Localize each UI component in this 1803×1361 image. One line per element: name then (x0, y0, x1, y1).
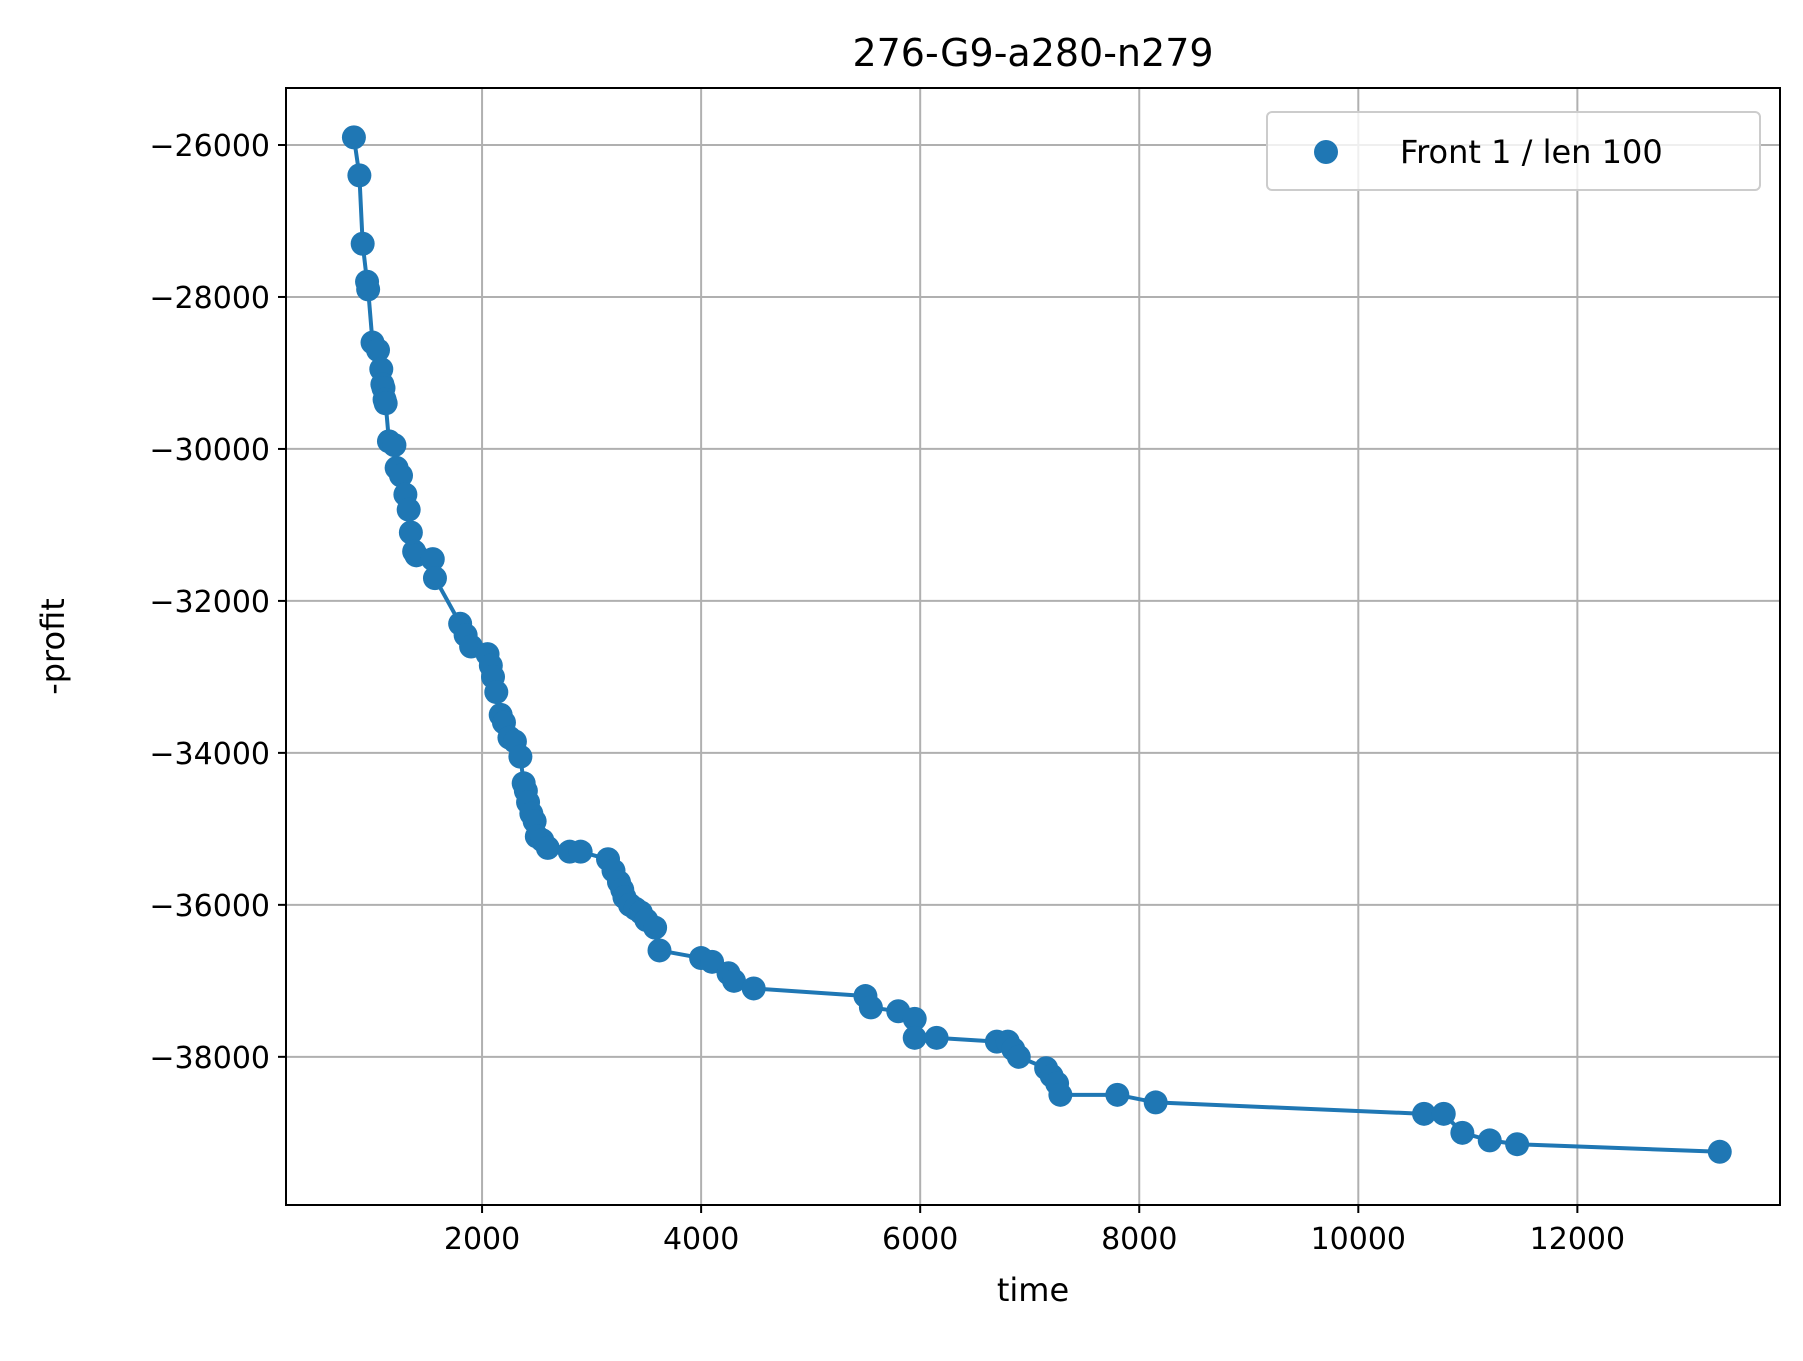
y-tick-label: −32000 (149, 585, 270, 620)
x-tick-label: 10000 (1311, 1222, 1406, 1257)
series-layer (341, 125, 1732, 1164)
y-tick-label: −28000 (149, 281, 270, 316)
data-point (1450, 1120, 1475, 1145)
data-point (484, 680, 509, 705)
x-tick-label: 8000 (1101, 1222, 1177, 1257)
y-tick-label: −36000 (149, 889, 270, 924)
data-point (373, 391, 398, 416)
data-point (858, 995, 883, 1020)
data-point (1707, 1139, 1732, 1164)
data-point (647, 938, 672, 963)
data-point (741, 976, 766, 1001)
legend-marker (1314, 140, 1338, 164)
data-point (420, 547, 445, 572)
y-tick-label: −26000 (149, 129, 270, 164)
y-tick-label: −30000 (149, 433, 270, 468)
legend: Front 1 / len 100 (1266, 111, 1761, 191)
data-point (347, 163, 372, 188)
x-tick-label: 6000 (882, 1222, 958, 1257)
y-axis-label: -profit (34, 598, 72, 695)
data-point (721, 968, 746, 993)
legend-box (1266, 111, 1761, 191)
data-point (1412, 1101, 1437, 1126)
data-point (389, 463, 414, 488)
data-point (382, 433, 407, 458)
plot-frame (285, 87, 1781, 1206)
data-point (396, 497, 421, 522)
x-axis-label: time (997, 1271, 1069, 1309)
grid-lines (286, 88, 1780, 1205)
data-point (508, 744, 533, 769)
data-point (1505, 1132, 1530, 1157)
data-point (1477, 1128, 1502, 1153)
data-point (1006, 1044, 1031, 1069)
chart-title: 276-G9-a280-n279 (852, 31, 1213, 75)
y-tick-label: −34000 (149, 737, 270, 772)
y-tick-label: −38000 (149, 1041, 270, 1076)
data-point (535, 835, 560, 860)
data-point (366, 338, 391, 363)
data-point (902, 1025, 927, 1050)
x-tick-label: 12000 (1530, 1222, 1625, 1257)
data-point (1143, 1090, 1168, 1115)
data-point (1048, 1082, 1073, 1107)
data-point (902, 1006, 927, 1031)
data-point (1105, 1082, 1130, 1107)
x-tick-label: 2000 (444, 1222, 520, 1257)
legend-label: Front 1 / len 100 (1400, 133, 1663, 171)
data-point (924, 1025, 949, 1050)
data-point (1431, 1101, 1456, 1126)
axis-ticks: 2000 4000 6000 8000 10000 12000 −26000 −28000 −3… (149, 129, 1625, 1257)
data-point (643, 915, 668, 940)
data-point (422, 566, 447, 591)
data-point (350, 231, 375, 256)
x-tick-label: 4000 (663, 1222, 739, 1257)
data-point (356, 277, 381, 302)
data-point (398, 520, 423, 545)
data-point (341, 125, 366, 150)
data-point (568, 839, 593, 864)
